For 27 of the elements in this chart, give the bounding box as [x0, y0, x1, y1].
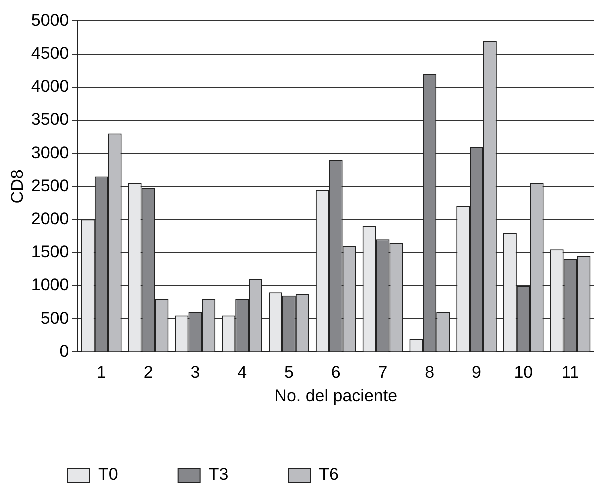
legend-label: T0	[98, 465, 118, 484]
y-tick-label: 1500	[31, 242, 70, 262]
y-tick-label: 3500	[31, 110, 70, 130]
y-tick-label: 4000	[31, 77, 70, 96]
y-tick-label: 2000	[31, 209, 70, 228]
y-tick-label: 500	[40, 308, 70, 328]
x-tick-label: 6	[331, 363, 341, 382]
y-tick-label: 3000	[31, 143, 70, 162]
x-tick-label: 5	[284, 363, 294, 382]
y-tick-label: 1000	[31, 276, 70, 295]
x-tick-label: 11	[562, 363, 580, 382]
x-tick-label: 4	[238, 363, 248, 382]
x-tick-label: 1	[96, 363, 106, 382]
legend-label: T6	[319, 465, 340, 484]
x-tick-label: 8	[425, 363, 435, 382]
y-tick-label: 2500	[31, 176, 70, 196]
x-tick-label: 3	[190, 363, 200, 382]
x-tick-label: 2	[144, 363, 154, 382]
x-tick-label: 10	[514, 363, 534, 382]
x-axis-title: No. del paciente	[274, 386, 398, 406]
x-tick-label: 9	[472, 363, 482, 382]
x-tick-label: 7	[378, 363, 388, 382]
y-tick-label: 4500	[31, 44, 70, 63]
y-axis-title: CD8	[8, 170, 27, 204]
y-tick-label: 0	[60, 342, 70, 361]
y-tick-label: 5000	[31, 10, 70, 30]
legend-label: T3	[208, 465, 229, 484]
